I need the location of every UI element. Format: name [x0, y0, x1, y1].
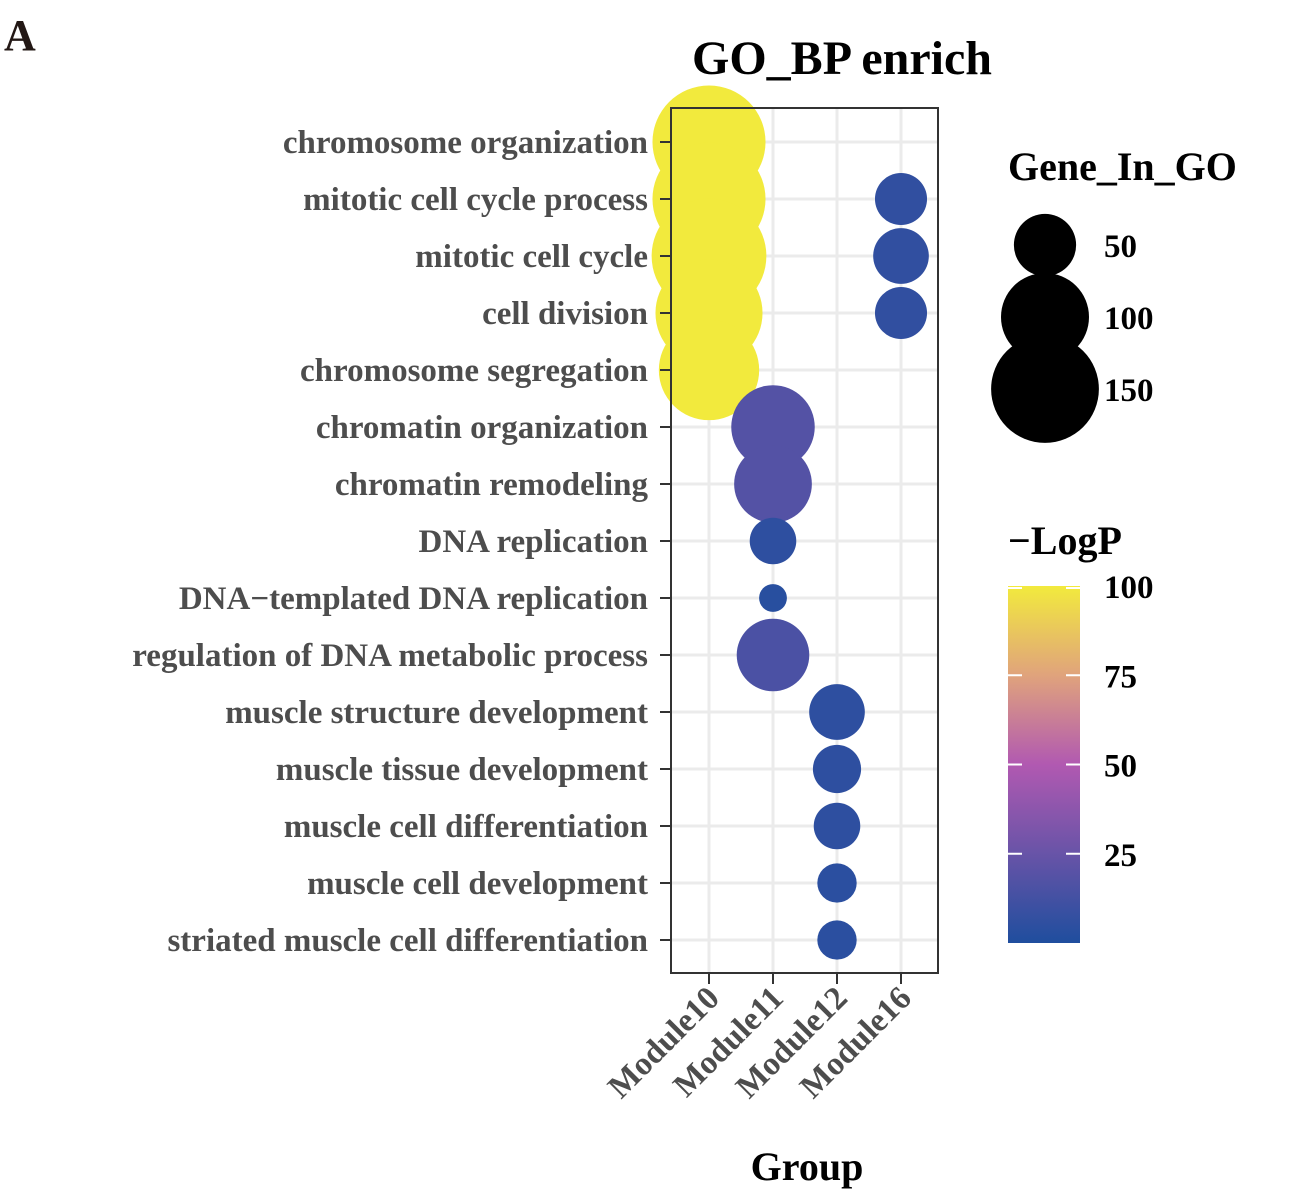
x-axis-title: Group — [751, 1144, 864, 1189]
size-legend-key — [991, 335, 1099, 443]
size-legend-key — [1013, 213, 1077, 277]
color-legend-label: 75 — [1104, 659, 1137, 695]
color-legend-title: −LogP — [1008, 518, 1122, 563]
y-tick-label: mitotic cell cycle — [415, 239, 648, 275]
size-legend: 50 100 150 — [991, 213, 1154, 443]
size-legend-key — [1001, 273, 1089, 361]
y-tick-label: DNA−templated DNA replication — [179, 581, 648, 617]
y-tick-label: striated muscle cell differentiation — [167, 923, 648, 959]
y-tick-label: muscle cell development — [307, 866, 648, 902]
y-tick-label: DNA replication — [419, 524, 648, 560]
y-tick-label: chromosome organization — [283, 125, 648, 161]
data-point — [874, 286, 928, 340]
chart-title: GO_BP enrich — [692, 32, 992, 85]
data-point — [749, 517, 797, 565]
y-tick-label: chromatin remodeling — [335, 467, 649, 503]
y-tick-label: mitotic cell cycle process — [303, 182, 648, 218]
data-point — [734, 445, 812, 523]
data-points — [651, 85, 929, 960]
data-point — [817, 920, 857, 960]
size-legend-label: 100 — [1104, 301, 1154, 337]
y-tick-label: muscle structure development — [225, 695, 648, 731]
y-tick-label: chromatin organization — [316, 410, 648, 446]
color-legend-label: 25 — [1104, 838, 1137, 874]
data-point — [812, 744, 862, 794]
size-legend-title: Gene_In_GO — [1008, 144, 1237, 189]
size-legend-label: 50 — [1104, 229, 1137, 265]
panel-label: A — [4, 11, 36, 60]
data-point — [759, 584, 787, 612]
data-point — [813, 802, 861, 850]
data-point — [873, 228, 929, 284]
y-tick-label: muscle tissue development — [276, 752, 648, 788]
y-tick-label: regulation of DNA metabolic process — [132, 638, 648, 674]
data-point — [731, 385, 815, 469]
y-tick-label: muscle cell differentiation — [284, 809, 648, 845]
data-point — [809, 684, 865, 740]
y-axis-ticks: chromosome organization mitotic cell cycl… — [132, 125, 671, 959]
color-legend-ticks: 25 50 75 100 — [1008, 570, 1154, 874]
size-legend-label: 150 — [1104, 373, 1154, 409]
data-point — [736, 618, 810, 692]
y-tick-label: chromosome segregation — [300, 353, 648, 389]
y-tick-label: cell division — [482, 296, 648, 332]
data-point — [874, 172, 928, 226]
data-point — [658, 319, 760, 421]
color-legend-label: 100 — [1104, 570, 1154, 606]
data-point — [817, 863, 857, 903]
color-legend-label: 50 — [1104, 749, 1137, 785]
